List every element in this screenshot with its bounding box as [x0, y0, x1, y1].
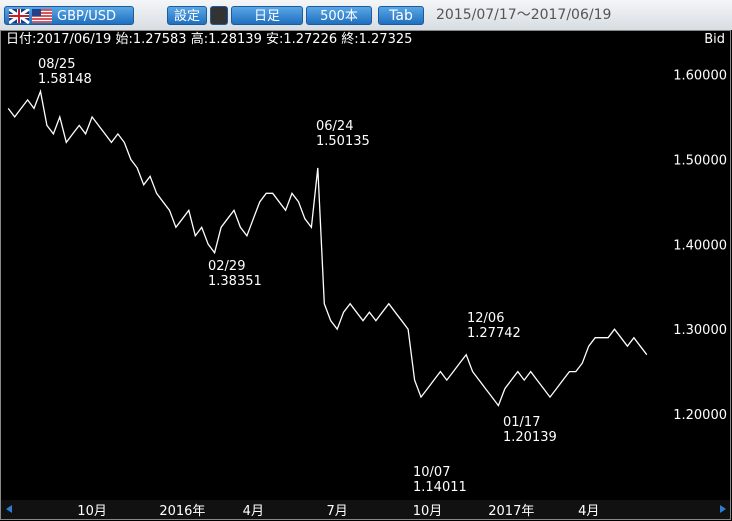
date-range: 2015/07/17～2017/06/19	[436, 7, 612, 23]
x-tick-label: 4月	[243, 504, 264, 519]
y-tick-label: 1.30000	[673, 323, 727, 338]
annotation-date: 10/07	[413, 465, 450, 480]
period-button[interactable]: 日足	[231, 6, 303, 25]
x-tick-label: 10月	[77, 504, 107, 519]
x-tick-label: 4月	[578, 504, 599, 519]
x-tick-label: 2017年	[488, 504, 534, 519]
annotation-value: 1.27742	[467, 326, 521, 341]
annotation-date: 01/17	[503, 415, 540, 430]
annotation-value: 1.38351	[208, 274, 262, 289]
y-tick-label: 1.50000	[673, 153, 727, 168]
annotation-date: 12/06	[467, 311, 504, 326]
annotation-value: 1.58148	[38, 72, 92, 87]
frame	[0, 30, 731, 520]
annotation-date: 08/25	[38, 57, 75, 72]
toolbar: GBP/USD 設定 日足 500本 Tab 2015/07/17～2017/0…	[0, 0, 732, 30]
price-line	[7, 89, 648, 407]
scroll-right[interactable]	[720, 505, 726, 513]
scroll-left[interactable]	[6, 505, 12, 513]
info-line: 日付:2017/06/19 始:1.27583 高:1.28139 安:1.27…	[6, 31, 412, 47]
count-button[interactable]: 500本	[306, 6, 372, 25]
x-tick-label: 7月	[327, 504, 348, 519]
annotation-value: 1.50135	[316, 134, 370, 149]
x-tick-label: 10月	[413, 504, 443, 519]
annotation-date: 02/29	[208, 259, 245, 274]
symbol-button[interactable]: GBP/USD	[4, 6, 134, 25]
scrollbar[interactable]	[1, 500, 730, 519]
price-side: Bid	[704, 32, 725, 47]
icon-button[interactable]	[210, 6, 228, 25]
y-tick-label: 1.60000	[673, 68, 727, 83]
annotation-date: 06/24	[316, 119, 353, 134]
flag-icons	[9, 9, 52, 24]
chart: 日付:2017/06/19 始:1.27583 高:1.28139 安:1.27…	[0, 30, 731, 520]
y-tick-label: 1.20000	[673, 408, 727, 423]
annotation-value: 1.14011	[413, 480, 467, 495]
y-tick-label: 1.40000	[673, 238, 727, 253]
tab-button[interactable]: Tab	[378, 6, 424, 25]
annotation-value: 1.20139	[503, 430, 557, 445]
settings-button[interactable]: 設定	[167, 6, 207, 25]
symbol: GBP/USD	[57, 9, 116, 24]
x-tick-label: 2016年	[159, 504, 205, 519]
